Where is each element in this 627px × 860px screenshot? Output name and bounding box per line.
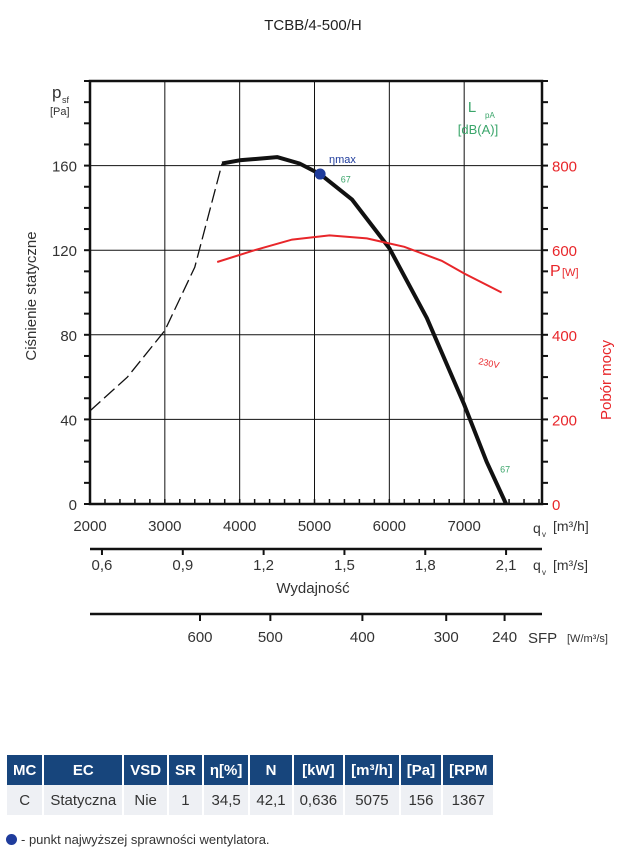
table-cell: 5075 <box>344 785 401 815</box>
table-cell: C <box>7 785 45 815</box>
x-subscript: v <box>542 530 546 539</box>
yr-tick-label: 800 <box>552 159 577 176</box>
pressure-curve-dashed <box>89 163 223 412</box>
yr-symbol: P <box>550 263 561 280</box>
note-text: - punkt najwyższej sprawności wentylator… <box>21 832 270 847</box>
table-cell: 1 <box>168 785 204 815</box>
x-tick-label: 4000 <box>223 518 256 535</box>
x2-subscript: v <box>542 568 546 577</box>
yr-tick-label: 400 <box>552 328 577 345</box>
column-header: [Pa] <box>399 755 444 785</box>
x2-unit: [m³/s] <box>553 557 588 573</box>
sfp-tick-label: 300 <box>434 629 459 646</box>
table-cell: 34,5 <box>202 785 251 815</box>
table-cell: Statyczna <box>43 785 125 815</box>
lpa-subscript: pA <box>485 111 495 120</box>
x2-tick-label: 0,6 <box>92 557 113 574</box>
column-header: [RPM <box>442 755 496 785</box>
table-cell: 1367 <box>442 785 496 815</box>
x2-symbol: q <box>533 557 541 573</box>
table-cell: Nie <box>123 785 170 815</box>
column-header: VSD <box>123 755 170 785</box>
power-curve-label: 230V <box>478 356 501 370</box>
pressure-curve <box>221 155 508 505</box>
lpa-unit: [dB(A)] <box>458 122 498 137</box>
lpa-value: 67 <box>341 175 351 185</box>
table-cell: 156 <box>399 785 444 815</box>
sfp-label: SFP <box>528 630 557 647</box>
y-tick-label: 160 <box>52 159 77 176</box>
performance-table: MC EC VSD SR η[%] N [kW] [m³/h] [Pa] [RPM C Statyc… <box>7 755 496 815</box>
yr-tick-label: 600 <box>552 243 577 260</box>
y-tick-label: 0 <box>69 497 77 514</box>
column-header: MC <box>7 755 45 785</box>
column-header: [m³/h] <box>344 755 401 785</box>
lpa-symbol: L <box>468 99 476 116</box>
x2-tick-label: 2,1 <box>496 557 517 574</box>
column-header: N <box>249 755 294 785</box>
yr-tick-label: 200 <box>552 412 577 429</box>
lpa-value: 67 <box>500 464 510 474</box>
table-cell: 0,636 <box>292 785 346 815</box>
yr-unit: [W] <box>562 267 579 279</box>
table-row: C Statyczna Nie 1 34,5 42,1 0,636 5075 156 1367 <box>7 785 496 815</box>
plot-frame <box>88 79 544 506</box>
x-tick-label: 3000 <box>148 518 181 535</box>
column-header: [kW] <box>292 755 346 785</box>
y-tick-label: 80 <box>60 328 77 345</box>
sfp-tick-label: 500 <box>258 629 283 646</box>
y-unit: [Pa] <box>50 106 70 118</box>
power-curve <box>216 234 503 294</box>
x2-tick-label: 1,2 <box>253 557 274 574</box>
chart-title: TCBB/4-500/H <box>264 17 362 34</box>
x-symbol: q <box>533 520 541 536</box>
x-tick-label: 6000 <box>373 518 406 535</box>
x-tick-label: 7000 <box>447 518 480 535</box>
table-cell: 42,1 <box>249 785 294 815</box>
column-header: EC <box>43 755 125 785</box>
table-header-row: MC EC VSD SR η[%] N [kW] [m³/h] [Pa] [RPM <box>7 755 496 785</box>
sfp-tick-label: 600 <box>187 629 212 646</box>
x-tick-label: 5000 <box>298 518 331 535</box>
sfp-unit: [W/m³/s] <box>567 633 608 645</box>
legend-note: - punkt najwyższej sprawności wentylator… <box>6 832 270 847</box>
x-axis-title: Wydajność <box>276 580 350 597</box>
y-tick-label: 40 <box>60 412 77 429</box>
sfp-tick-label: 400 <box>350 629 375 646</box>
x2-tick-label: 1,8 <box>415 557 436 574</box>
x-unit: [m³/h] <box>553 518 589 534</box>
y-tick-label: 120 <box>52 243 77 260</box>
x2-tick-label: 1,5 <box>334 557 355 574</box>
x-tick-label: 2000 <box>73 518 106 535</box>
column-header: η[%] <box>202 755 251 785</box>
column-header: SR <box>168 755 204 785</box>
y-symbol: p <box>52 83 61 102</box>
x2-tick-label: 0,9 <box>172 557 193 574</box>
yr-axis-title: Pobór mocy <box>598 339 615 420</box>
y-axis-title: Ciśnienie statyczne <box>23 231 40 360</box>
y-subscript: sf <box>62 95 70 105</box>
sfp-tick-label: 240 <box>492 629 517 646</box>
eta-dot-icon <box>6 834 17 845</box>
yr-tick-label: 0 <box>552 497 560 514</box>
eta-max-label: ηmax <box>329 154 356 166</box>
eta-max-point <box>314 168 326 180</box>
